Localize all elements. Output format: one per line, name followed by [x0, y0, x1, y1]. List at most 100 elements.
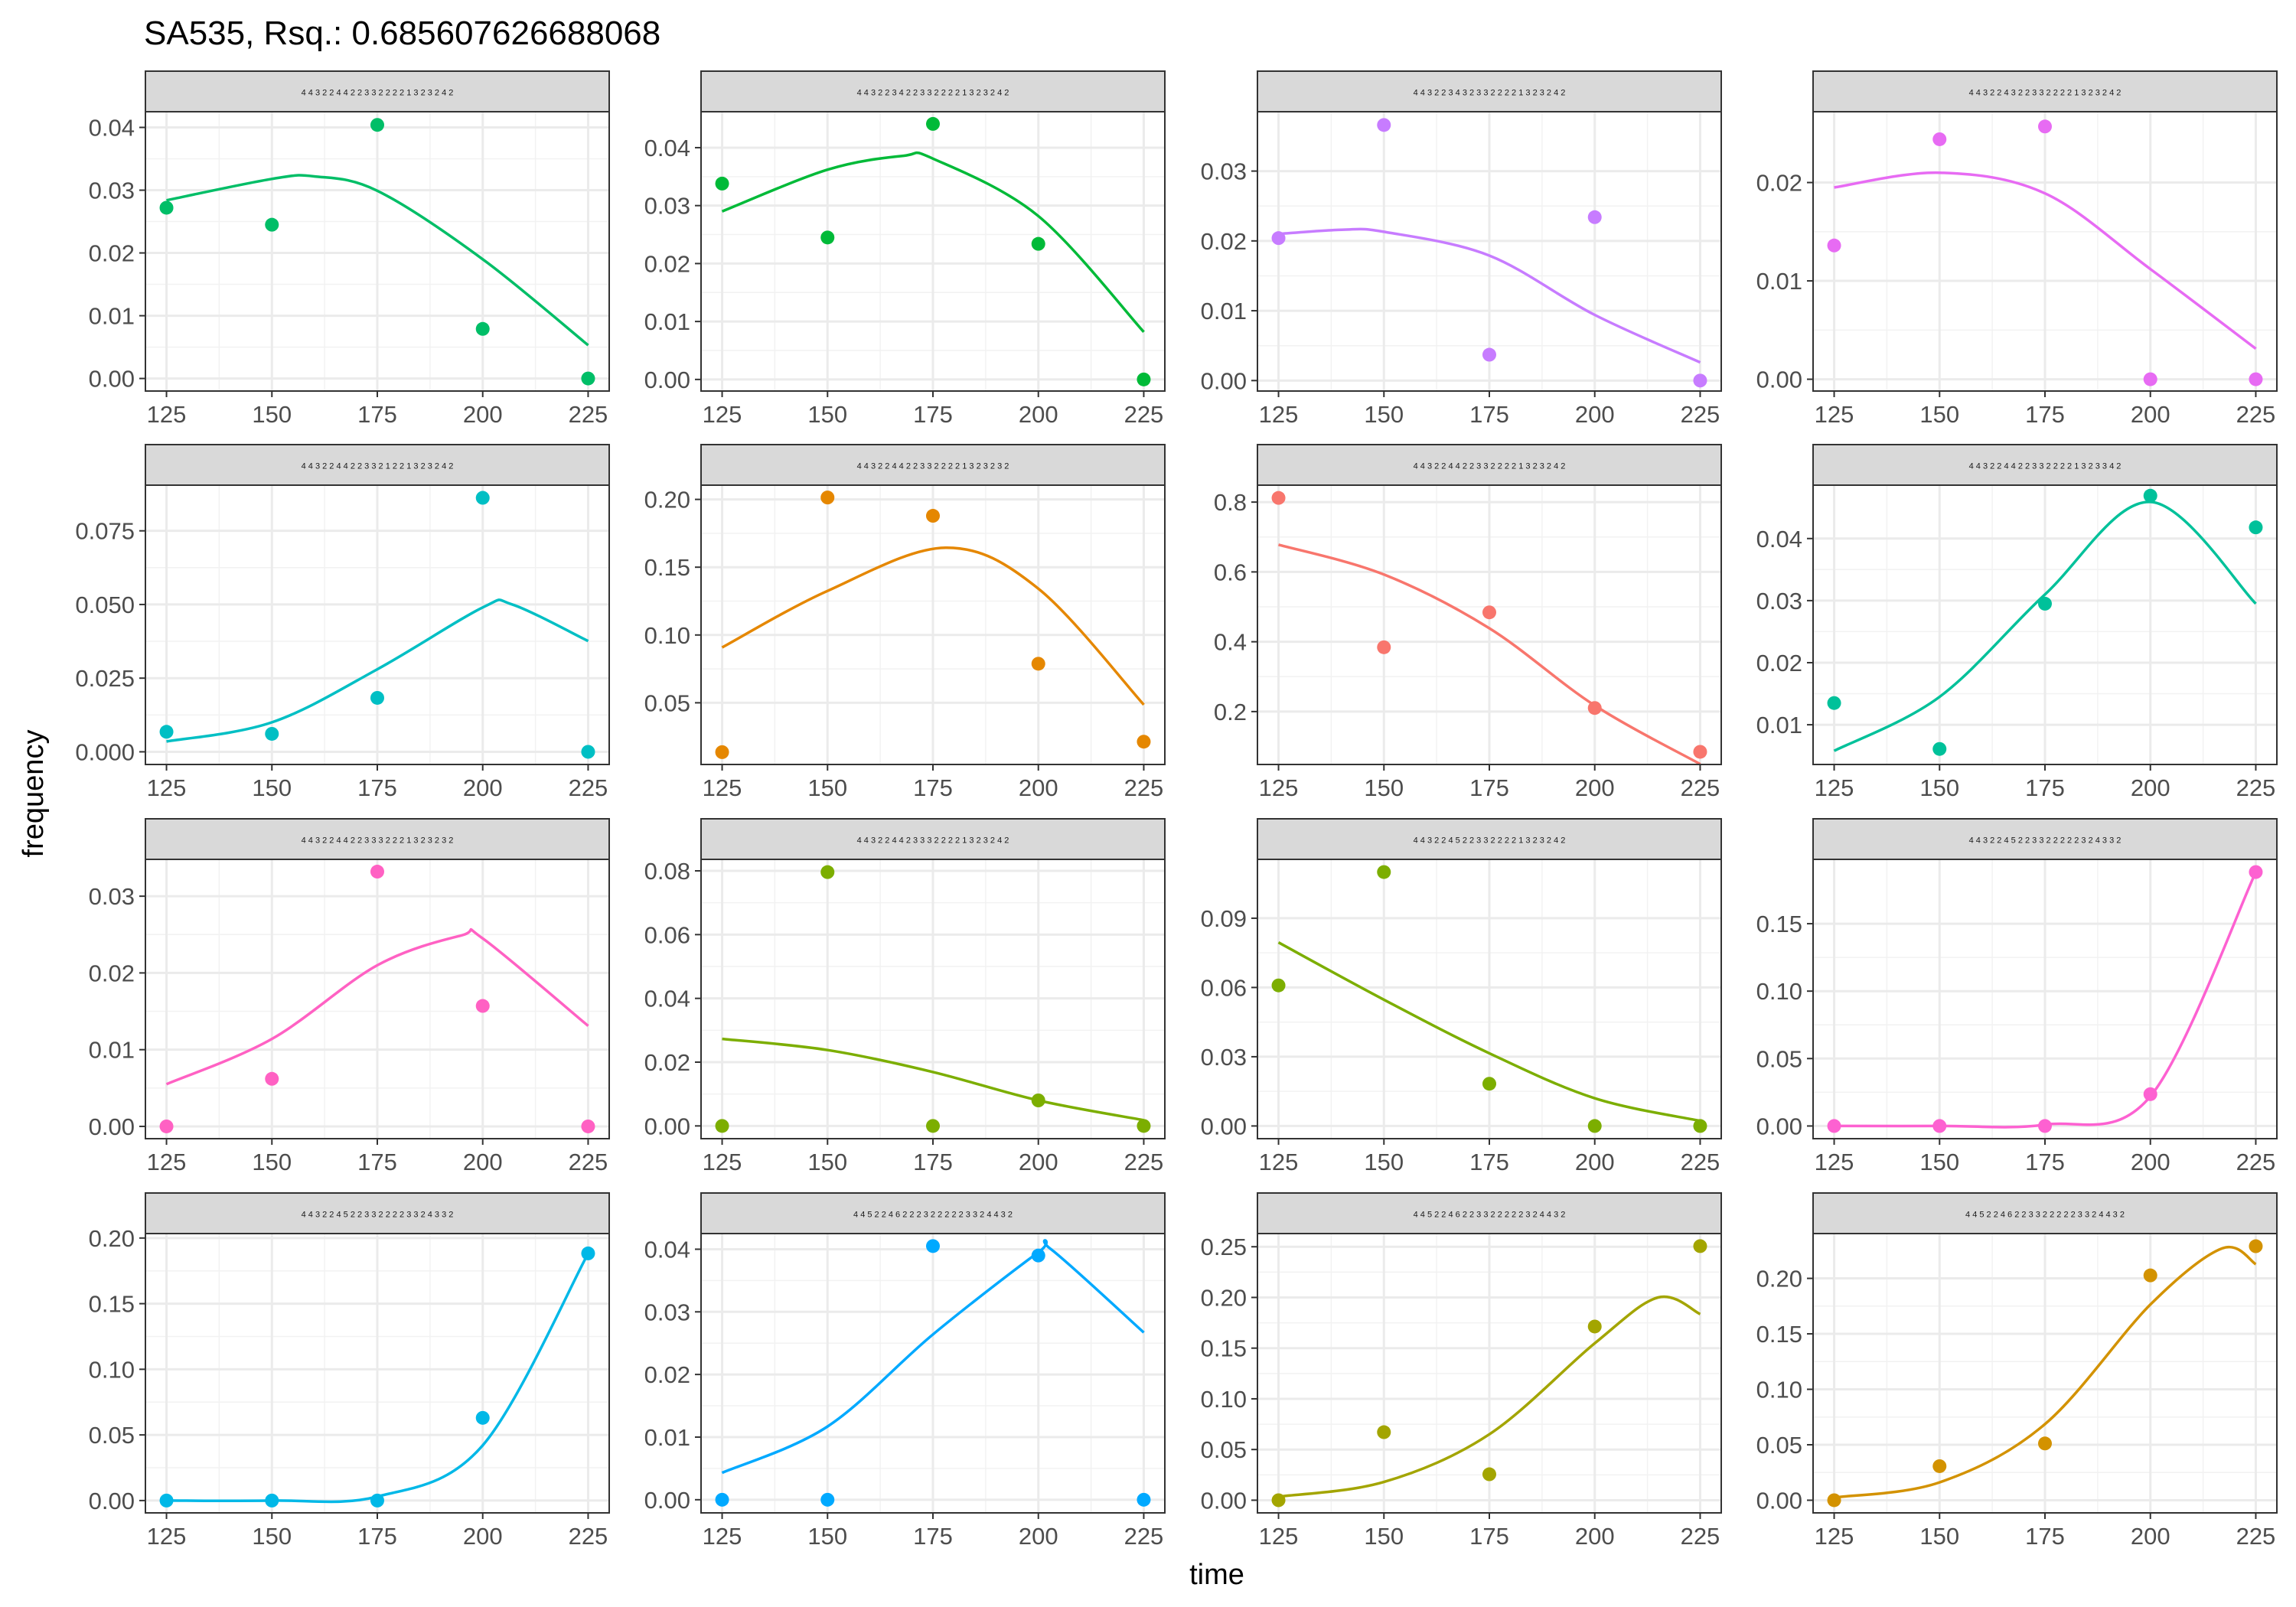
data-point	[926, 1239, 940, 1253]
x-tick-label: 150	[1364, 401, 1404, 428]
y-tick-label: 0.075	[75, 518, 135, 545]
facet-strip	[700, 1192, 1166, 1234]
facet-strip-label: 4 4 5 2 2 4 6 2 2 3 3 2 2 2 2 2 3 3 2 4 …	[1965, 1211, 2125, 1220]
data-point	[370, 690, 384, 705]
y-tick-label: 0.20	[1756, 1266, 1802, 1292]
data-point	[1827, 238, 1841, 253]
x-tick-label: 225	[569, 401, 608, 428]
x-tick-label: 150	[1919, 1149, 1959, 1175]
x-tick-label: 225	[1681, 401, 1720, 428]
x-tick-label: 125	[1259, 401, 1299, 428]
data-point	[1377, 865, 1391, 879]
data-point	[2038, 1119, 2052, 1133]
facet-strip-label: 4 4 3 2 2 4 4 2 2 3 3 2 2 2 2 1 3 2 3 2 …	[302, 89, 454, 98]
data-point	[820, 865, 835, 879]
y-tick-label: 0.15	[1756, 911, 1802, 937]
x-tick-label: 150	[1919, 1523, 1959, 1550]
facet-strip	[1257, 444, 1722, 486]
facet-strip	[1812, 70, 2278, 112]
data-point	[1932, 132, 1947, 146]
y-tick-label: 0.02	[1201, 228, 1247, 255]
data-point	[1932, 742, 1947, 756]
y-tick-label: 0.00	[89, 1113, 135, 1140]
facet-strip-label: 4 4 3 2 2 4 4 2 3 3 3 2 2 2 2 1 3 2 3 2 …	[857, 836, 1009, 846]
fitted-curve	[1277, 941, 1701, 1123]
x-tick-label: 125	[1815, 401, 1854, 428]
facet-strip-label: 4 4 3 2 2 4 5 2 2 3 3 2 2 2 2 2 3 2 4 3 …	[1969, 836, 2122, 846]
y-tick-label: 0.03	[89, 178, 135, 204]
data-point	[1827, 1493, 1841, 1508]
data-point	[715, 1119, 729, 1133]
x-tick-label: 225	[569, 1523, 608, 1550]
x-axis-label: time	[1189, 1559, 1244, 1591]
x-tick-label: 150	[807, 1523, 847, 1550]
x-tick-label: 150	[1364, 774, 1404, 801]
y-tick-label: 0.00	[89, 1488, 135, 1514]
data-point	[1271, 978, 1286, 993]
y-tick-label: 0.03	[644, 1299, 690, 1325]
data-point	[370, 865, 384, 879]
x-tick-label: 125	[703, 1523, 742, 1550]
data-point	[265, 726, 279, 741]
x-tick-label: 225	[1681, 1523, 1720, 1550]
x-tick-label: 125	[1259, 1149, 1299, 1175]
facet-panel: 4 4 3 2 2 4 5 2 2 3 3 2 2 2 2 3 3 2 4 3 …	[89, 1192, 610, 1550]
x-tick-label: 150	[252, 1149, 292, 1175]
data-point	[1137, 1492, 1151, 1507]
data-point	[1587, 701, 1602, 715]
data-point	[1482, 347, 1496, 362]
y-tick-label: 0.00	[1201, 1113, 1247, 1139]
data-point	[1587, 1119, 1602, 1133]
y-tick-label: 0.06	[1201, 974, 1247, 1001]
facet-panel: 4 4 5 2 2 4 6 2 2 3 3 2 2 2 2 2 3 2 4 4 …	[1201, 1192, 1722, 1550]
data-point	[1137, 1119, 1151, 1133]
y-tick-label: 0.05	[89, 1422, 135, 1449]
x-tick-label: 225	[569, 1149, 608, 1175]
y-tick-label: 0.00	[644, 1487, 690, 1514]
data-point	[159, 1493, 174, 1508]
facet-panel: 4 4 3 2 2 4 5 2 2 3 3 2 2 2 2 1 3 2 3 2 …	[1201, 818, 1722, 1175]
x-tick-label: 125	[1259, 774, 1299, 801]
facet-panel: 4 4 3 2 2 4 4 2 3 3 3 2 2 2 2 1 3 2 3 2 …	[644, 818, 1166, 1175]
facet-strip	[145, 818, 610, 860]
data-point	[475, 491, 490, 505]
facet-strip-label: 4 4 3 2 2 3 4 2 2 3 3 2 2 2 2 1 3 2 3 2 …	[857, 89, 1009, 98]
x-tick-label: 200	[1575, 774, 1615, 801]
facet-strip-label: 4 4 3 2 2 4 4 2 2 3 3 2 2 2 2 1 3 2 3 3 …	[1969, 462, 2122, 471]
x-tick-label: 125	[1815, 1149, 1854, 1175]
y-tick-label: 0.6	[1214, 559, 1247, 585]
data-point	[1693, 1119, 1707, 1133]
x-tick-label: 175	[357, 774, 397, 801]
y-tick-label: 0.000	[75, 738, 135, 765]
x-tick-label: 125	[147, 1149, 187, 1175]
y-tick-label: 0.10	[1201, 1386, 1247, 1413]
x-tick-label: 125	[703, 401, 742, 428]
x-tick-label: 200	[2131, 1523, 2170, 1550]
facet-panel: 4 4 3 2 2 3 4 3 2 3 3 2 2 2 2 1 3 2 3 2 …	[1201, 70, 1722, 428]
x-tick-label: 150	[252, 774, 292, 801]
data-point	[1587, 210, 1602, 224]
facet-strip	[145, 1192, 610, 1234]
x-tick-label: 225	[2236, 774, 2276, 801]
data-point	[265, 1071, 279, 1086]
data-point	[715, 745, 729, 759]
y-tick-label: 0.02	[1756, 170, 1802, 197]
y-tick-label: 0.04	[644, 986, 690, 1012]
fitted-curve	[721, 1239, 1145, 1475]
y-tick-label: 0.00	[1201, 367, 1247, 394]
y-tick-label: 0.10	[1756, 978, 1802, 1005]
x-tick-label: 200	[1575, 1149, 1615, 1175]
data-point	[2143, 1087, 2157, 1101]
y-tick-label: 0.02	[1756, 650, 1802, 676]
y-axis-label: frequency	[18, 730, 50, 858]
x-tick-label: 175	[913, 1149, 953, 1175]
fitted-curve	[1833, 500, 2257, 752]
x-tick-label: 175	[357, 1523, 397, 1550]
facet-strip	[700, 70, 1166, 112]
x-tick-label: 150	[807, 774, 847, 801]
facet-strip-label: 4 4 3 2 2 4 4 2 2 3 3 2 2 2 2 1 3 2 3 2 …	[857, 462, 1009, 471]
y-tick-label: 0.03	[89, 883, 135, 910]
facet-panel: 4 4 5 2 2 4 6 2 2 3 3 2 2 2 2 2 3 3 2 4 …	[1756, 1192, 2278, 1550]
y-tick-label: 0.15	[1201, 1335, 1247, 1362]
facet-panel: 4 4 3 2 2 4 5 2 2 3 3 2 2 2 2 2 3 2 4 3 …	[1756, 818, 2278, 1175]
